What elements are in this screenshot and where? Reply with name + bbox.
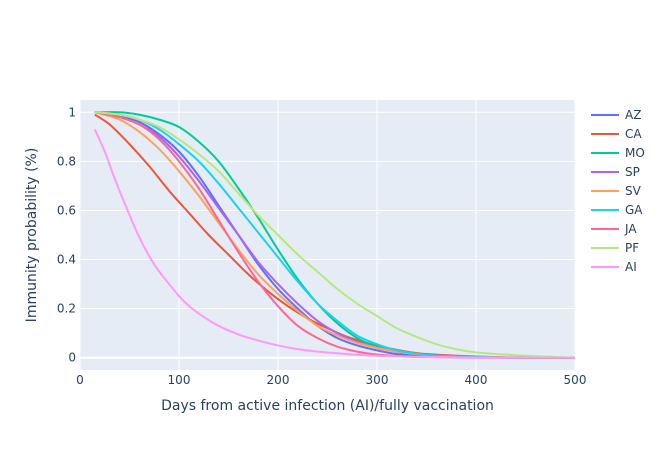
x-tick-label: 200 [267,373,290,387]
legend-label-sv: SV [625,184,642,198]
y-axis-title: Immunity probability (%) [24,148,40,323]
series-line-pf [94,111,576,359]
y-tick-label: 0 [68,351,76,365]
series-layer [93,111,576,359]
x-tick-label: 100 [168,373,191,387]
legend-label-mo: MO [625,146,645,160]
x-tick-label: 400 [465,373,488,387]
x-tick-label: 300 [366,373,389,387]
y-tick-label: 0.8 [57,154,76,168]
legend-label-sp: SP [625,165,640,179]
x-tick-label: 500 [564,373,587,387]
y-tick-label: 0.2 [57,302,76,316]
series-line-ga [94,111,576,359]
tick-layer: 0 100 200 300 400 500 0 0.2 0.4 0.6 0.8 1 [57,105,587,387]
legend-label-az: AZ [625,108,641,122]
y-tick-label: 0.4 [57,253,76,267]
plot-background [80,100,575,370]
x-axis-title: Days from active infection (AI)/fully va… [161,398,494,414]
y-tick-label: 1 [68,105,76,119]
legend-label-pf: PF [625,241,639,255]
legend-label-ai: AI [625,260,637,274]
legend-label-ca: CA [625,127,642,141]
legend-label-ga: GA [625,203,643,217]
legend: AZ CA MO SP SV GA JA PF AI [591,108,645,274]
grid-layer [79,100,576,370]
legend-label-ja: JA [624,222,637,236]
series-line-ai [93,129,576,359]
x-tick-label: 0 [76,373,84,387]
y-tick-label: 0.6 [57,203,76,217]
